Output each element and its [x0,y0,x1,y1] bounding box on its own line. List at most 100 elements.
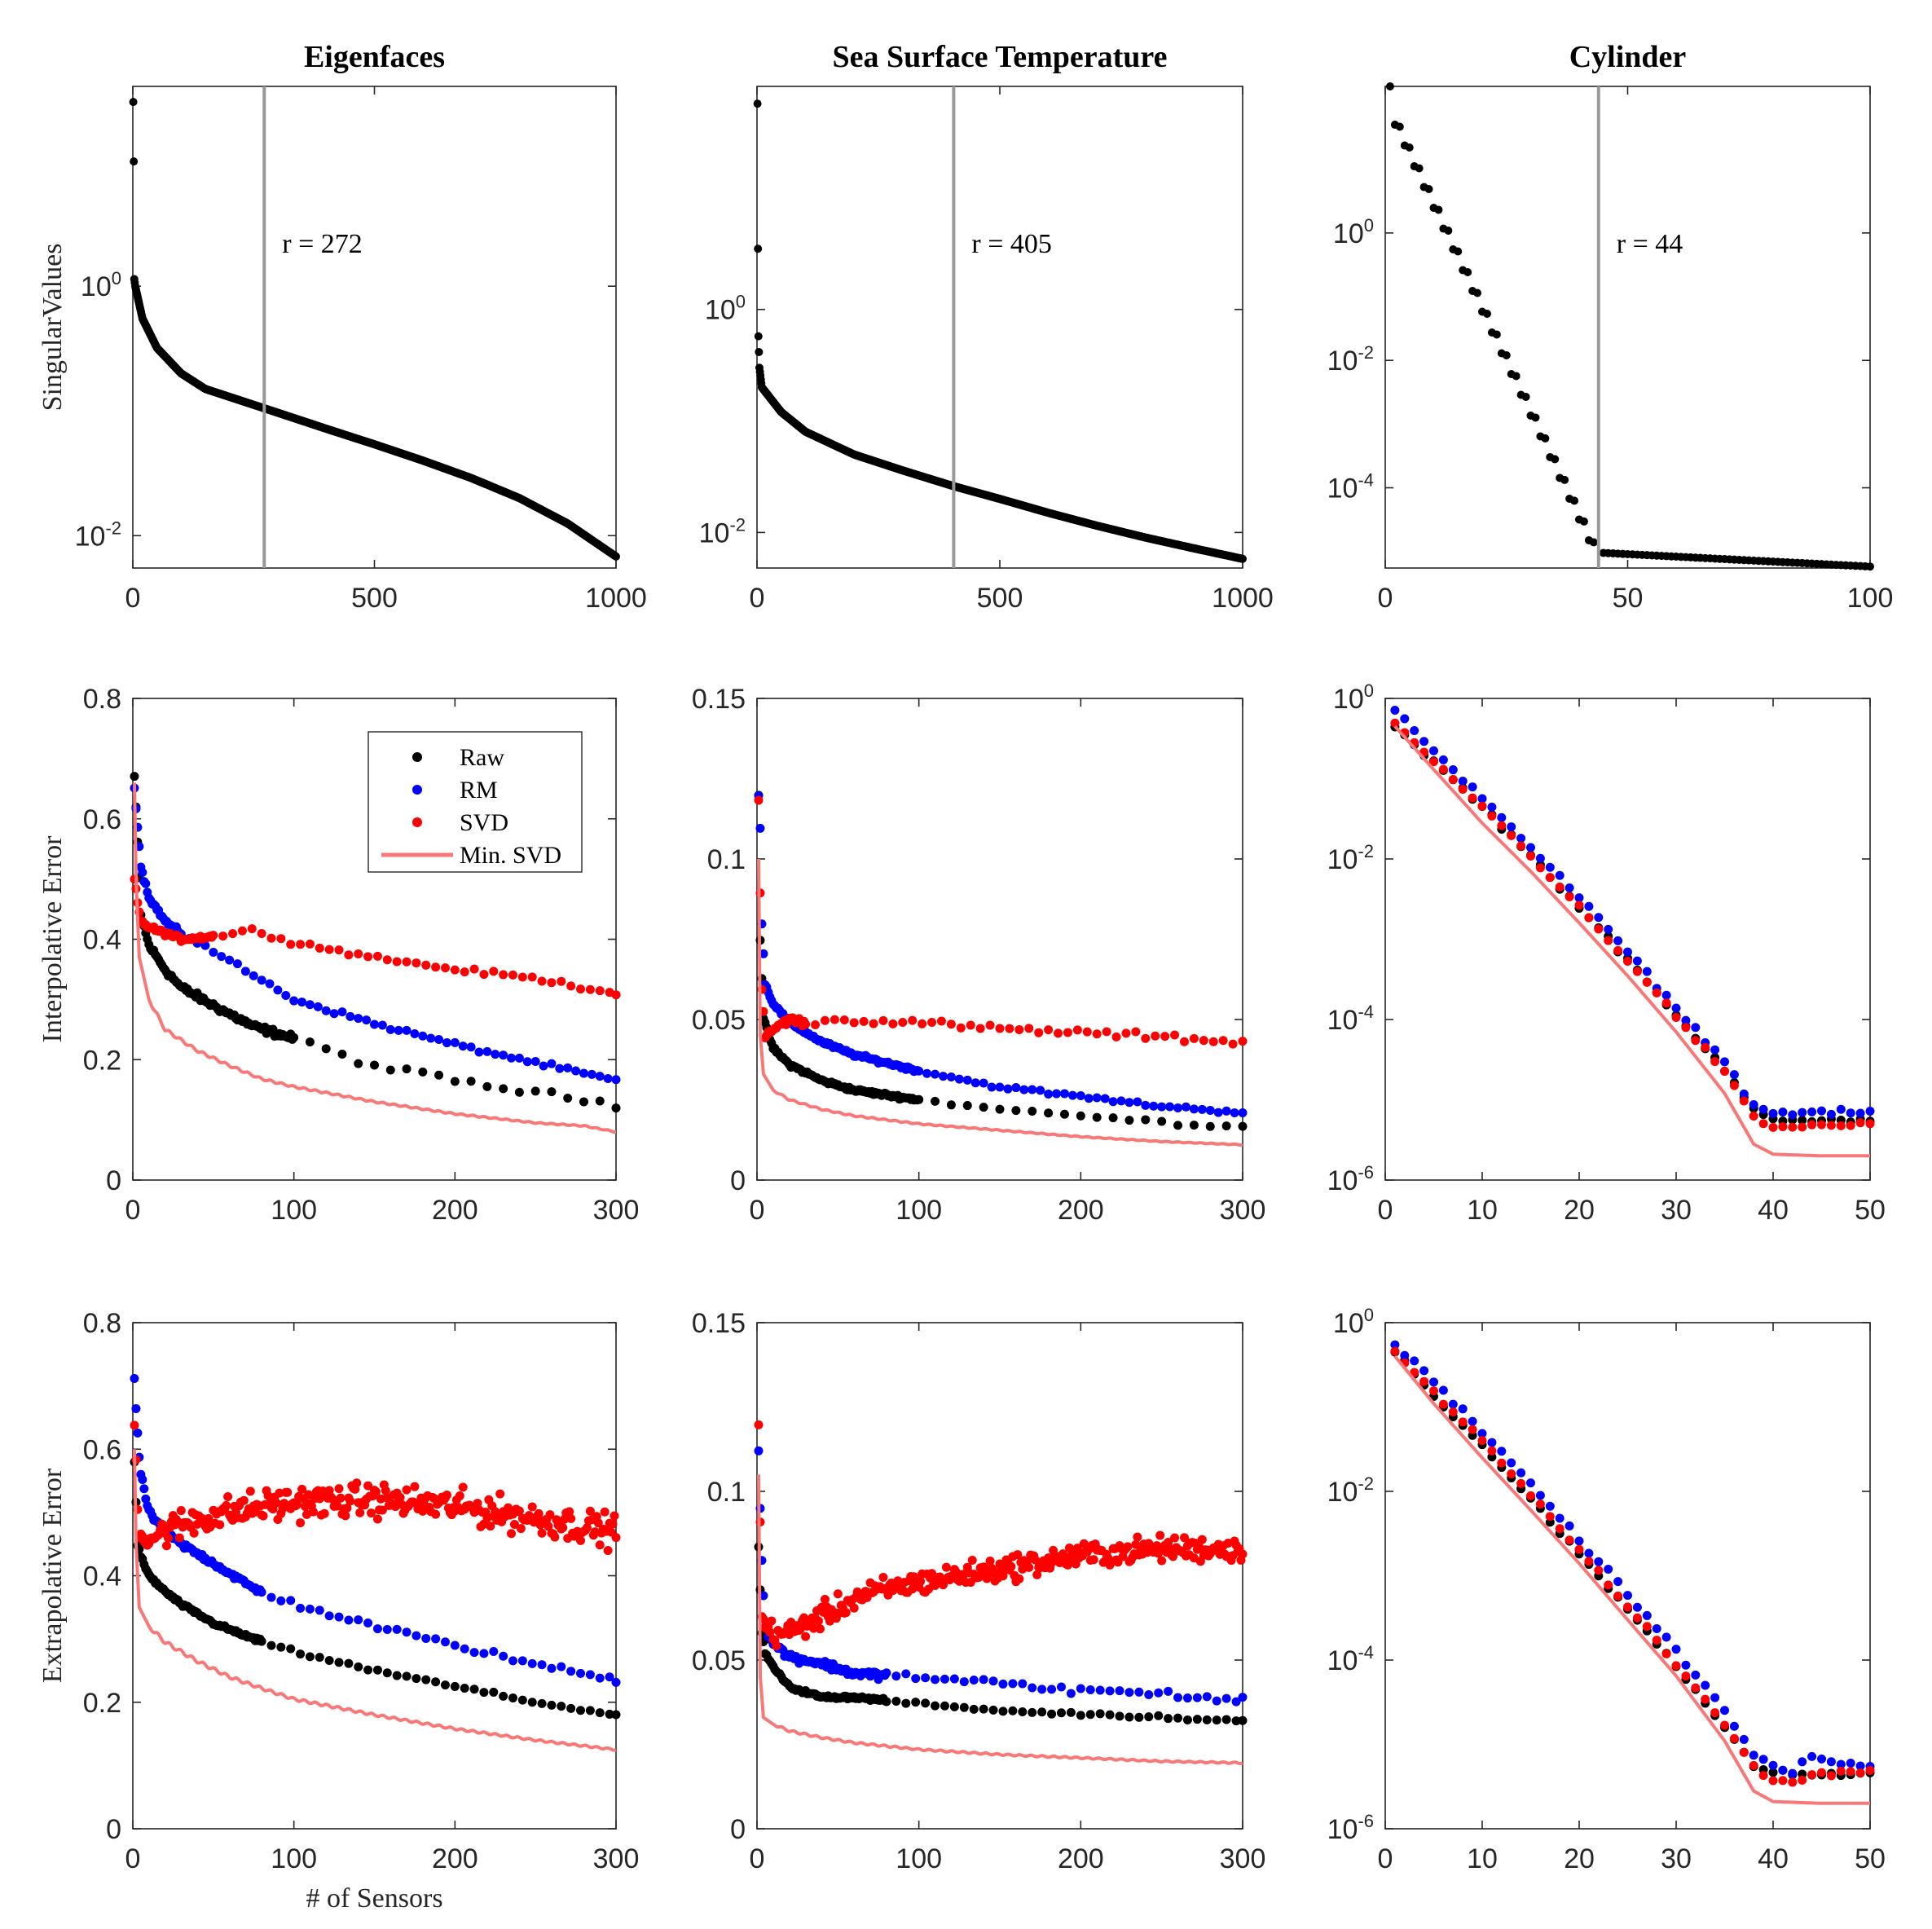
point-rm [131,1403,141,1413]
y-tick-label: 0.1 [707,844,746,875]
point-rm [1438,1385,1448,1395]
point-svd [1228,1039,1238,1049]
x-tick-label: 300 [1220,1843,1266,1874]
point-svd [1836,1121,1846,1130]
point-svd [1516,841,1526,851]
point-svd [1545,1512,1555,1522]
point-svd [916,1576,926,1586]
legend: Raw RM SVD Min. SVD [367,731,583,873]
point-svd [1082,1027,1092,1037]
point-svd [489,967,499,976]
point-rm [1632,956,1642,966]
point-svd [1807,1770,1817,1780]
point-raw [1157,1116,1167,1126]
point-raw [334,1658,344,1667]
point-rm [1623,1591,1632,1601]
point-svd [1168,1552,1178,1561]
point-svd [392,957,402,967]
point-raw [296,1649,306,1659]
point-rm [517,1656,527,1666]
point-svd [1661,1649,1671,1658]
point-rm [466,1042,476,1052]
x-tick-label: 0 [125,1843,141,1874]
point-rm [1192,1693,1202,1702]
point-svd [1623,1602,1632,1612]
point-raw [949,1702,959,1711]
point-raw [1189,1121,1199,1130]
point-rm [337,1007,347,1017]
point-svd [1788,1122,1798,1132]
point-rm [370,1020,379,1029]
x-tick-label: 0 [750,583,765,614]
point-raw [499,1084,508,1094]
point-rm [133,1428,143,1438]
point-svd [1817,1120,1826,1130]
point-svd [1497,1458,1507,1468]
point-svd [1652,988,1661,998]
point-rm [362,1015,372,1025]
point-rm [1749,1100,1758,1110]
point-svd [174,1533,184,1543]
point-svd [1594,924,1604,934]
x-tick-label: 200 [432,1843,478,1874]
point-raw [563,1093,573,1103]
point-raw [1154,1711,1164,1720]
point-svd [1058,1549,1067,1559]
point-svd [1826,1121,1836,1130]
point-svd [1006,1561,1016,1571]
singular-value-point [1531,413,1540,422]
point-svd [1758,1771,1768,1781]
point-rm [1059,1089,1069,1099]
point-raw [988,1705,998,1715]
point-rm [392,1624,402,1634]
x-tick-label: 100 [896,1195,942,1226]
point-rm [286,1596,296,1605]
point-svd [582,1523,592,1533]
point-svd [247,924,257,934]
singular-value-point [753,99,762,108]
point-rm [954,1074,964,1084]
point-rm [1154,1688,1164,1698]
singular-value-point [1385,82,1394,90]
point-rm [382,1624,392,1634]
point-rm [1749,1751,1758,1760]
point-svd [908,1015,918,1025]
singular-value-point [1454,247,1463,256]
x-tick-label: 50 [1855,1843,1886,1874]
point-svd [1013,1550,1023,1560]
point-svd [402,957,411,967]
point-rm [1768,1108,1778,1118]
singular-value-point [1560,475,1569,484]
point-svd [1584,1557,1594,1566]
point-rm [1691,1023,1701,1033]
point-svd [315,1494,324,1504]
point-rm [1173,1103,1183,1112]
point-rm [921,1673,931,1683]
point-raw [489,1687,499,1697]
point-svd [286,940,296,949]
y-tick-label: 10-2 [1327,342,1374,377]
point-svd [1487,1446,1497,1456]
point-rm [1181,1102,1190,1112]
point-rm [289,996,299,1006]
point-rm [1141,1100,1151,1110]
point-svd [1681,1023,1691,1033]
point-rm [914,1066,924,1076]
point-svd [898,1018,908,1028]
point-rm [571,1066,581,1076]
singular-value-point [1521,392,1530,401]
x-tick-label: 40 [1758,1843,1789,1874]
point-svd [1024,1024,1034,1033]
x-tick-label: 0 [125,1195,141,1226]
point-svd [367,1508,376,1518]
y-tick-label: 0.8 [83,684,121,715]
axes-box [1384,698,1871,1181]
point-svd [1817,1768,1826,1777]
point-svd [345,1496,355,1506]
point-rm [1555,1513,1565,1523]
point-rm [1720,1706,1729,1715]
x-tick-label: 200 [1058,1195,1104,1226]
point-svd [371,1486,381,1496]
point-svd [995,1024,1005,1033]
point-rm [321,1006,331,1015]
